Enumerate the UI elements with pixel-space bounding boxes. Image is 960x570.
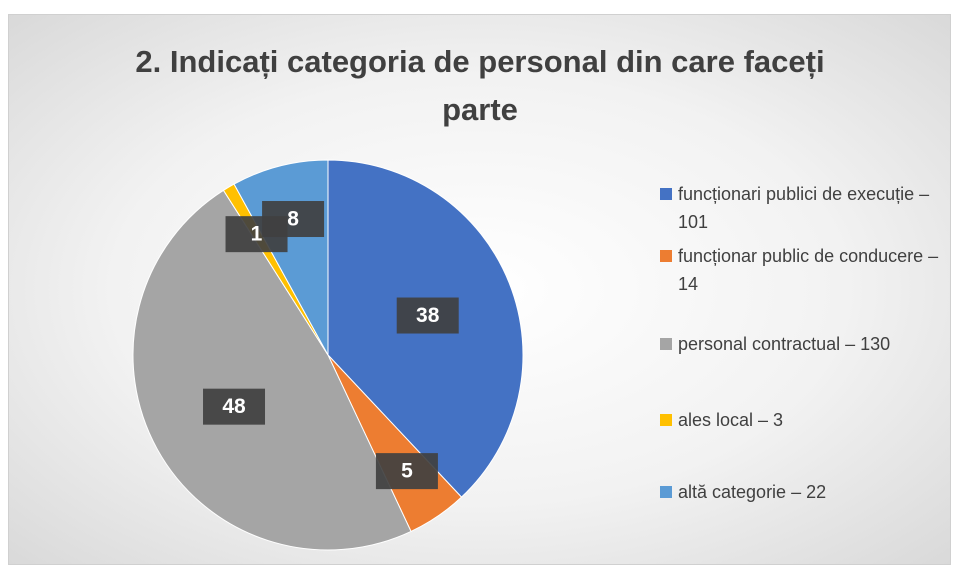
data-label-text: 38 [416,304,440,327]
data-label-text: 8 [287,208,299,231]
legend-label: ales local – 3 [678,410,784,430]
legend-label: altă categorie – 22 [678,482,827,502]
legend-entry: funcționar public de conducere – 14 [660,242,940,298]
legend-swatch [660,486,672,498]
legend-entry: funcționari publici de execuție – 101 [660,180,940,236]
data-label: 38 [396,297,459,334]
chart-title: 2. Indicați categoria de personal din ca… [135,44,825,127]
legend-swatch [660,338,672,350]
legend-entry: altă categorie – 22 [660,478,940,506]
legend-label: funcționar public de conducere – 14 [678,246,939,294]
legend-swatch [660,414,672,426]
legend-swatch [660,188,672,200]
data-label-box [396,297,459,334]
data-label-box [375,453,438,490]
data-label-box [203,388,266,425]
legend-swatch [660,250,672,262]
data-label: 8 [262,201,325,238]
data-label-text: 5 [401,460,413,483]
data-label: 5 [375,453,438,490]
legend-label: funcționari publici de execuție – 101 [678,184,930,232]
data-label-text: 1 [251,223,263,246]
data-label: 48 [203,388,266,425]
data-label-text: 48 [222,395,246,418]
pie-slice [132,189,412,551]
data-label-box [262,201,325,238]
legend-entry: personal contractual – 130 [660,330,940,358]
legend-entry: ales local – 3 [660,406,940,434]
legend-label: personal contractual – 130 [678,334,891,354]
